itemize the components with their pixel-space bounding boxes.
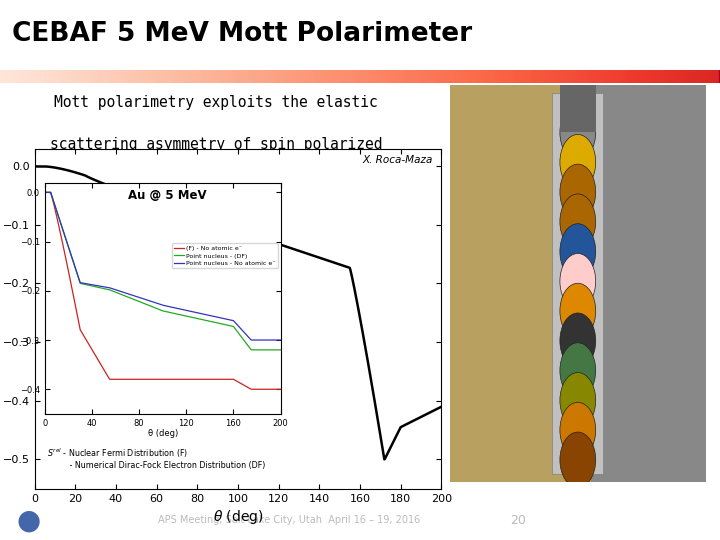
- Text: electrons from the nuclear Coulomb field.: electrons from the nuclear Coulomb field…: [37, 179, 395, 194]
- Text: ●: ●: [17, 507, 41, 534]
- Text: $\sigma(\theta) = I(\theta)\left[1 + S(\theta)\mathbf{P}\cdot\mathbf{n}\right]$: $\sigma(\theta) = I(\theta)\left[1 + S(\…: [53, 237, 264, 257]
- Circle shape: [560, 105, 595, 160]
- Text: $S^{rel}$ - Nuclear Fermi Distribution (F)
         - Numerical Dirac-Fock Elect: $S^{rel}$ - Nuclear Fermi Distribution (…: [47, 446, 265, 470]
- Text: APS Meeting, Salt Lake City, Utah  April 16 – 19, 2016: APS Meeting, Salt Lake City, Utah April …: [158, 515, 420, 525]
- Circle shape: [560, 313, 595, 369]
- Circle shape: [560, 194, 595, 249]
- Text: Jefferson Lab: Jefferson Lab: [607, 514, 711, 527]
- Text: scattering asymmetry of spin polarized: scattering asymmetry of spin polarized: [50, 137, 382, 152]
- Text: CJA: CJA: [48, 515, 68, 525]
- Bar: [590, 85, 706, 482]
- Circle shape: [560, 253, 595, 309]
- Bar: [552, 93, 603, 474]
- Circle shape: [560, 432, 595, 488]
- Circle shape: [560, 343, 595, 399]
- Circle shape: [560, 283, 595, 339]
- Bar: [560, 85, 595, 132]
- Bar: [450, 85, 590, 482]
- Text: CEBAF 5 MeV Mott Polarimeter: CEBAF 5 MeV Mott Polarimeter: [12, 21, 472, 46]
- Circle shape: [560, 134, 595, 190]
- X-axis label: $\theta$ (deg): $\theta$ (deg): [212, 508, 264, 526]
- Circle shape: [560, 224, 595, 279]
- Text: X. Roca-Maza: X. Roca-Maza: [363, 156, 433, 165]
- Text: 20: 20: [510, 514, 526, 527]
- Text: Mott polarimetry exploits the elastic: Mott polarimetry exploits the elastic: [54, 95, 378, 110]
- Circle shape: [560, 402, 595, 458]
- Circle shape: [560, 164, 595, 220]
- Circle shape: [560, 373, 595, 428]
